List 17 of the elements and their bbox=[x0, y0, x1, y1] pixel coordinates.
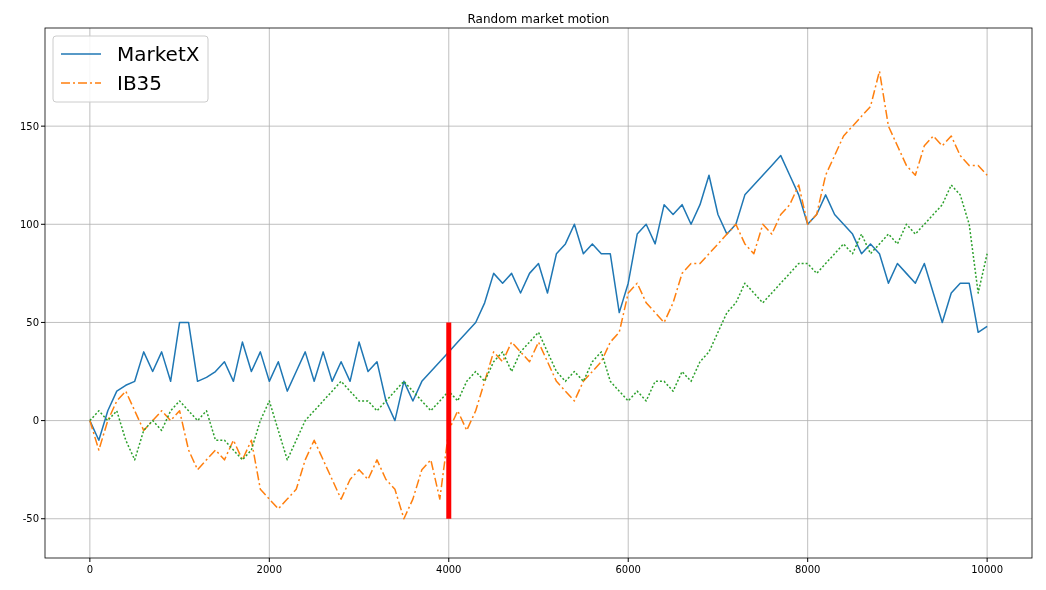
y-tick-label: 150 bbox=[19, 120, 39, 132]
y-tick-label: 50 bbox=[26, 316, 39, 328]
y-tick-label: 0 bbox=[32, 415, 39, 427]
x-tick-label: 4000 bbox=[436, 564, 462, 575]
line-series bbox=[89, 184, 988, 461]
chart-title: Random market motion bbox=[467, 12, 610, 26]
y-tick-label: 100 bbox=[19, 218, 39, 230]
legend-label: MarketX bbox=[117, 42, 200, 66]
legend-label: IB35 bbox=[117, 71, 163, 95]
line-series bbox=[89, 154, 988, 441]
x-tick-label: 0 bbox=[86, 564, 94, 575]
x-tick-label: 2000 bbox=[256, 564, 283, 575]
y-tick-label: -50 bbox=[22, 513, 39, 525]
line-series bbox=[89, 70, 988, 520]
x-tick-label: 10000 bbox=[971, 564, 1004, 575]
x-tick-label: 6000 bbox=[615, 564, 641, 575]
x-tick-label: 8000 bbox=[794, 564, 821, 575]
